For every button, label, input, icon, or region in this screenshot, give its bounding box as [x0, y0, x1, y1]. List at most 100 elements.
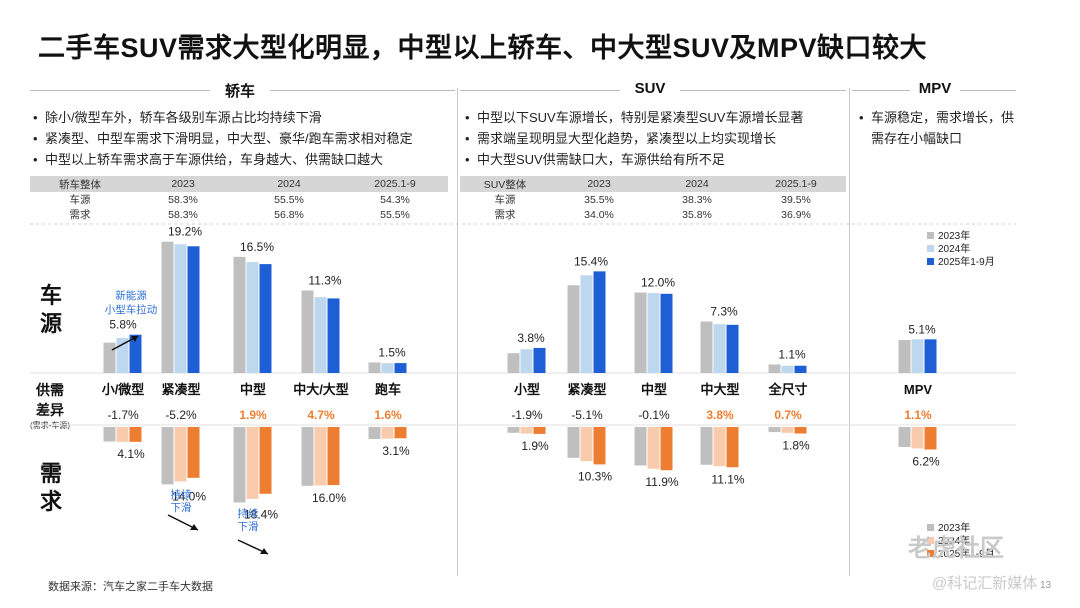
table-cell: 35.5%	[584, 193, 614, 206]
demand-bar	[259, 427, 272, 494]
supply-bar	[533, 347, 546, 373]
suv-bullet-1: 中型以下SUV车源增长，特别是紧凑型SUV车源增长显著	[462, 107, 847, 128]
table-row: 车源 35.5% 38.3% 39.5%	[460, 192, 846, 207]
demand-bar	[129, 427, 142, 442]
page-title: 二手车SUV需求大型化明显，中型以上轿车、中大型SUV及MPV缺口较大	[38, 33, 928, 63]
legend-label: 2025年1-9月	[938, 255, 995, 268]
supply-bar	[713, 324, 726, 373]
demand-bar	[161, 427, 174, 485]
table-cell: 车源	[69, 194, 91, 206]
demand-bar	[520, 427, 533, 434]
demand-data-label: 18.4%	[244, 508, 278, 522]
supply-bar	[768, 364, 781, 373]
table-cell: 54.3%	[380, 193, 410, 206]
table-cell: 58.3%	[168, 208, 198, 221]
legend-swatch	[927, 232, 934, 239]
gap-side-label: 供需差异	[36, 380, 70, 420]
suv-bullet-3: 中大型SUV供需缺口大，车源供给有所不足	[462, 149, 847, 170]
sedan-table-header: 2024	[236, 176, 342, 192]
demand-bar	[233, 427, 246, 503]
gap-value-label: -5.2%	[165, 408, 197, 422]
demand-bar	[634, 427, 647, 466]
category-label: 中大型	[700, 382, 739, 397]
sedan-heading-line-left	[30, 90, 210, 91]
annotation-arrowhead	[190, 524, 198, 530]
demand-data-label: 1.9%	[521, 439, 549, 453]
table-cell: 34.0%	[584, 208, 614, 221]
demand-bar	[381, 427, 394, 439]
gap-value-label: -0.1%	[638, 408, 670, 422]
demand-bar	[726, 427, 739, 468]
demand-bar	[660, 427, 673, 471]
supply-bar	[700, 321, 713, 373]
demand-bar	[103, 427, 116, 442]
supply-bar	[580, 275, 593, 373]
supply-bar	[327, 298, 340, 373]
gap-value-label: 3.8%	[706, 408, 734, 422]
category-label: 中大/大型	[293, 382, 349, 397]
gap-value-label: -1.9%	[511, 408, 543, 422]
table-cell: 55.5%	[380, 208, 410, 221]
demand-bar	[924, 427, 937, 450]
sedan-bullet-2: 紧凑型、中型车需求下滑明显，中大型、豪华/跑车需求相对稳定	[30, 128, 455, 149]
suv-table-header: 2023	[550, 176, 648, 192]
suv-table-header: 2025.1-9	[746, 176, 846, 192]
legend-label: 2023年	[938, 229, 970, 242]
supply-data-label: 1.5%	[378, 345, 406, 359]
demand-data-label: 16.0%	[312, 491, 346, 505]
category-label: 中型	[240, 382, 266, 397]
demand-bar	[368, 427, 381, 439]
demand-bar	[781, 427, 794, 433]
demand-bar	[116, 427, 129, 442]
supply-bar	[381, 363, 394, 373]
supply-data-label: 12.0%	[641, 275, 675, 289]
supply-label: 车源	[40, 283, 63, 336]
table-cell: 需求	[69, 209, 91, 221]
sedan-heading-line-right	[270, 90, 455, 91]
demand-bar	[327, 427, 340, 486]
table-row: 车源 58.3% 55.5% 54.3%	[30, 192, 448, 207]
supply-bar	[246, 262, 259, 373]
table-cell: 39.5%	[781, 193, 811, 206]
supply-bar	[103, 342, 116, 373]
supply-bar	[187, 246, 200, 373]
demand-bar	[301, 427, 314, 486]
supply-data-label: 11.3%	[308, 274, 341, 288]
demand-data-label: 3.1%	[382, 444, 410, 458]
mpv-heading: MPV	[910, 80, 960, 97]
suv-table: SUV整体 2023 2024 2025.1-9 车源 35.5% 38.3% …	[460, 176, 846, 222]
annotation-text: 下滑	[171, 502, 192, 514]
annotation-arrowhead	[131, 336, 138, 342]
category-label: 跑车	[375, 382, 401, 397]
suv-heading: SUV	[620, 80, 680, 97]
category-label: 小/微型	[102, 382, 145, 397]
demand-bar	[187, 427, 200, 478]
demand-bar	[174, 427, 187, 482]
demand-bar	[567, 427, 580, 458]
supply-bar	[726, 324, 739, 373]
supply-bar	[660, 293, 673, 373]
demand-data-label: 6.2%	[912, 455, 940, 469]
demand-bar	[911, 427, 924, 449]
divider-sedan-suv	[457, 88, 458, 576]
supply-data-label: 1.1%	[778, 347, 806, 361]
suv-heading-line-right	[680, 90, 846, 91]
table-cell: 36.9%	[781, 208, 811, 221]
gap-value-label: 4.7%	[307, 408, 335, 422]
demand-data-label: 11.1%	[711, 472, 744, 486]
demand-bar	[768, 427, 781, 433]
sedan-table: 轿车整体 2023 2024 2025.1-9 车源 58.3% 55.5% 5…	[30, 176, 448, 222]
gap-value-label: 0.7%	[774, 408, 802, 422]
legend-label: 2025年1-9月	[938, 547, 995, 560]
gap-value-label: 1.6%	[374, 408, 402, 422]
supply-bar	[567, 285, 580, 373]
demand-bar	[700, 427, 713, 465]
supply-bar	[647, 293, 660, 373]
sedan-bullets: 除小/微型车外，轿车各级别车源占比均持续下滑 紧凑型、中型车需求下滑明显，中大型…	[30, 107, 455, 170]
supply-bar	[233, 256, 246, 373]
demand-bar	[394, 427, 407, 439]
supply-data-label: 16.5%	[240, 240, 274, 254]
page-number: 13	[1040, 580, 1052, 591]
legend-swatch	[927, 537, 934, 544]
